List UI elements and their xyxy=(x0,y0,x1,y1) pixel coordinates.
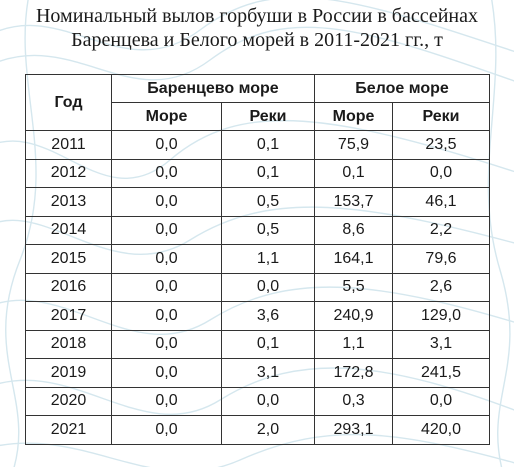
white-sea-cell: 164,1 xyxy=(314,244,393,274)
table-row: 2015 0,0 1,1 164,1 79,6 xyxy=(25,244,490,274)
barents-sea-header: Баренцево море xyxy=(111,74,315,103)
white-rivers-cell: 420,0 xyxy=(392,415,490,445)
year-cell: 2018 xyxy=(25,329,112,359)
year-cell: 2020 xyxy=(25,386,112,416)
white-rivers-cell: 0,0 xyxy=(392,386,490,416)
year-cell: 2019 xyxy=(25,358,112,388)
white-rivers-cell: 2,6 xyxy=(392,272,490,302)
white-rivers-cell: 2,2 xyxy=(392,215,490,245)
title-line-2: Баренцева и Белого морей в 2011-2021 гг.… xyxy=(71,29,443,51)
barents-sea-cell: 0,0 xyxy=(111,130,222,160)
table-row: 2020 0,0 0,0 0,3 0,0 xyxy=(25,386,490,416)
year-cell: 2013 xyxy=(25,187,112,217)
table-row: 2012 0,0 0,1 0,1 0,0 xyxy=(25,158,490,188)
table-row: 2013 0,0 0,5 153,7 46,1 xyxy=(25,187,490,217)
table-row: 2016 0,0 0,0 5,5 2,6 xyxy=(25,272,490,302)
table-row: 2021 0,0 2,0 293,1 420,0 xyxy=(25,415,490,445)
white-sea-cell: 240,9 xyxy=(314,301,393,331)
year-cell: 2015 xyxy=(25,244,112,274)
barents-sea-cell: 0,0 xyxy=(111,386,222,416)
year-cell: 2012 xyxy=(25,158,112,188)
year-header: Год xyxy=(25,74,112,131)
barents-rivers-cell: 3,6 xyxy=(221,301,315,331)
barents-rivers-cell: 0,0 xyxy=(221,386,315,416)
white-sea-subheader: Море xyxy=(314,102,393,131)
table-row: 2011 0,0 0,1 75,9 23,5 xyxy=(25,130,490,160)
year-cell: 2017 xyxy=(25,301,112,331)
white-sea-cell: 8,6 xyxy=(314,215,393,245)
title: Номинальный вылов горбуши в России в бас… xyxy=(0,4,514,52)
barents-rivers-cell: 0,1 xyxy=(221,329,315,359)
white-sea-header: Белое море xyxy=(314,74,490,103)
table-row: 2014 0,0 0,5 8,6 2,2 xyxy=(25,215,490,245)
white-rivers-cell: 241,5 xyxy=(392,358,490,388)
barents-sea-cell: 0,0 xyxy=(111,244,222,274)
white-sea-cell: 5,5 xyxy=(314,272,393,302)
barents-rivers-cell: 2,0 xyxy=(221,415,315,445)
barents-sea-cell: 0,0 xyxy=(111,272,222,302)
white-rivers-cell: 46,1 xyxy=(392,187,490,217)
white-sea-cell: 293,1 xyxy=(314,415,393,445)
barents-sea-subheader: Море xyxy=(111,102,222,131)
year-cell: 2016 xyxy=(25,272,112,302)
barents-rivers-cell: 3,1 xyxy=(221,358,315,388)
barents-sea-cell: 0,0 xyxy=(111,158,222,188)
year-cell: 2011 xyxy=(25,130,112,160)
barents-sea-cell: 0,0 xyxy=(111,301,222,331)
barents-rivers-cell: 1,1 xyxy=(221,244,315,274)
table-row: 2018 0,0 0,1 1,1 3,1 xyxy=(25,329,490,359)
table-row: 2017 0,0 3,6 240,9 129,0 xyxy=(25,301,490,331)
white-rivers-cell: 79,6 xyxy=(392,244,490,274)
barents-sea-cell: 0,0 xyxy=(111,329,222,359)
barents-rivers-cell: 0,5 xyxy=(221,187,315,217)
white-rivers-cell: 23,5 xyxy=(392,130,490,160)
year-cell: 2014 xyxy=(25,215,112,245)
white-rivers-cell: 3,1 xyxy=(392,329,490,359)
white-sea-cell: 153,7 xyxy=(314,187,393,217)
white-sea-cell: 0,3 xyxy=(314,386,393,416)
barents-sea-cell: 0,0 xyxy=(111,215,222,245)
white-sea-cell: 75,9 xyxy=(314,130,393,160)
barents-sea-cell: 0,0 xyxy=(111,415,222,445)
barents-sea-cell: 0,0 xyxy=(111,187,222,217)
white-sea-cell: 0,1 xyxy=(314,158,393,188)
barents-sea-cell: 0,0 xyxy=(111,358,222,388)
white-rivers-subheader: Реки xyxy=(392,102,490,131)
catch-table: Год Баренцево море Белое море Море Реки … xyxy=(25,74,490,445)
barents-rivers-subheader: Реки xyxy=(221,102,315,131)
table-row: 2019 0,0 3,1 172,8 241,5 xyxy=(25,358,490,388)
barents-rivers-cell: 0,1 xyxy=(221,130,315,160)
white-rivers-cell: 0,0 xyxy=(392,158,490,188)
barents-rivers-cell: 0,1 xyxy=(221,158,315,188)
white-sea-cell: 1,1 xyxy=(314,329,393,359)
white-rivers-cell: 129,0 xyxy=(392,301,490,331)
barents-rivers-cell: 0,5 xyxy=(221,215,315,245)
white-sea-cell: 172,8 xyxy=(314,358,393,388)
barents-rivers-cell: 0,0 xyxy=(221,272,315,302)
title-line-1: Номинальный вылов горбуши в России в бас… xyxy=(35,5,479,27)
year-cell: 2021 xyxy=(25,415,112,445)
